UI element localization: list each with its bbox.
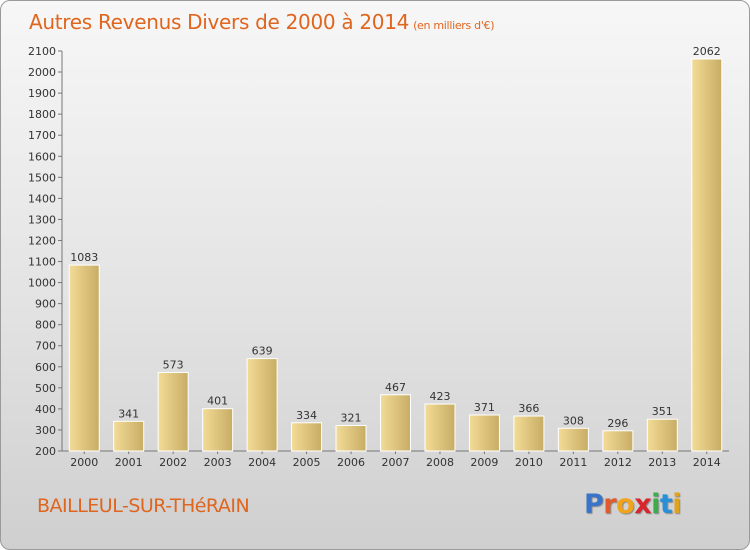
- y-tick-label: 1700: [28, 129, 56, 142]
- data-label-2010: 366: [518, 402, 539, 415]
- bar-2012: [602, 430, 634, 452]
- x-tick-label-2012: 2012: [604, 456, 632, 469]
- x-tick-label-2011: 2011: [559, 456, 587, 469]
- axes: 200 300 400 500 600 700 800 900 1000 1100 1200 1300…: [28, 45, 729, 469]
- x-tick-label-2000: 2000: [70, 456, 98, 469]
- y-tick-label: 1300: [28, 213, 56, 226]
- logo-letter: i: [672, 489, 682, 520]
- y-tick-label: 800: [35, 319, 56, 332]
- x-tick-label-2008: 2008: [426, 456, 454, 469]
- data-labels: 1083 341 573 401 639 334 321 467 423 371 366 308 296…: [70, 45, 721, 430]
- data-label-2012: 296: [607, 417, 628, 430]
- data-label-2003: 401: [207, 395, 228, 408]
- data-label-2007: 467: [385, 381, 406, 394]
- y-tick-label: 400: [35, 403, 56, 416]
- y-tick-label: 1600: [28, 150, 56, 163]
- data-label-2009: 371: [474, 401, 495, 414]
- chart-title: Autres Revenus Divers de 2000 à 2014 (en …: [29, 10, 495, 34]
- y-tick-label: 1000: [28, 277, 56, 290]
- data-label-2013: 351: [652, 405, 673, 418]
- bar-2003: [202, 408, 234, 452]
- data-label-2004: 639: [252, 345, 273, 358]
- x-tick-label-2005: 2005: [293, 456, 321, 469]
- x-tick-label-2014: 2014: [693, 456, 721, 469]
- y-tick-label: 1500: [28, 171, 56, 184]
- bar-2014: [691, 58, 723, 452]
- bar-2005: [291, 422, 323, 452]
- bar-2011: [557, 427, 589, 452]
- bars: [68, 58, 723, 452]
- x-tick-label-2003: 2003: [204, 456, 232, 469]
- bar-2010: [513, 415, 545, 452]
- x-tick-label-2004: 2004: [248, 456, 276, 469]
- bar-2004: [246, 358, 278, 452]
- logo-letter: t: [659, 489, 673, 520]
- y-tick-label: 500: [35, 382, 56, 395]
- chart-title-text: Autres Revenus Divers de 2000 à 2014: [29, 10, 410, 34]
- bar-2008: [424, 403, 456, 452]
- y-tick-label: 700: [35, 340, 56, 353]
- bar-2001: [113, 420, 145, 452]
- x-tick-label-2006: 2006: [337, 456, 365, 469]
- data-label-2011: 308: [563, 414, 584, 427]
- logo-letter: r: [603, 489, 617, 520]
- logo-letter: P: [584, 489, 604, 520]
- place-name: BAILLEUL-SUR-THéRAIN: [37, 495, 250, 517]
- x-tick-label-2002: 2002: [159, 456, 187, 469]
- data-label-2008: 423: [429, 390, 450, 403]
- y-tick-label: 1900: [28, 87, 56, 100]
- y-tick-label: 1200: [28, 234, 56, 247]
- bar-2013: [646, 418, 678, 452]
- bar-2000: [68, 264, 100, 452]
- y-tick-label: 600: [35, 361, 56, 374]
- y-tick-label: 200: [35, 445, 56, 458]
- data-label-2002: 573: [163, 358, 184, 371]
- bar-2002: [157, 371, 189, 452]
- proxiti-logo[interactable]: Proxiti: [584, 489, 682, 520]
- y-tick-label: 900: [35, 298, 56, 311]
- logo-letter: i: [651, 489, 660, 520]
- y-tick-label: 1800: [28, 108, 56, 121]
- x-tick-label-2010: 2010: [515, 456, 543, 469]
- y-tick-label: 1100: [28, 256, 56, 269]
- chart-unit: (en milliers d'€): [413, 19, 495, 32]
- x-tick-label-2007: 2007: [382, 456, 410, 469]
- data-label-2006: 321: [341, 412, 362, 425]
- x-tick-label-2001: 2001: [115, 456, 143, 469]
- data-label-2014: 2062: [693, 45, 721, 58]
- data-label-2005: 334: [296, 409, 317, 422]
- bar-2007: [380, 394, 411, 452]
- y-tick-label: 2100: [28, 45, 56, 58]
- y-tick-label: 300: [35, 424, 56, 437]
- x-tick-label-2009: 2009: [470, 456, 498, 469]
- bar-2009: [468, 414, 500, 452]
- x-tick-label-2013: 2013: [648, 456, 676, 469]
- y-tick-label: 1400: [28, 192, 56, 205]
- data-label-2001: 341: [118, 407, 139, 420]
- y-tick-label: 2000: [28, 66, 56, 79]
- logo-letter: o: [616, 489, 635, 520]
- logo-letter: x: [634, 489, 652, 520]
- bar-2006: [335, 425, 367, 452]
- data-label-2000: 1083: [70, 251, 98, 264]
